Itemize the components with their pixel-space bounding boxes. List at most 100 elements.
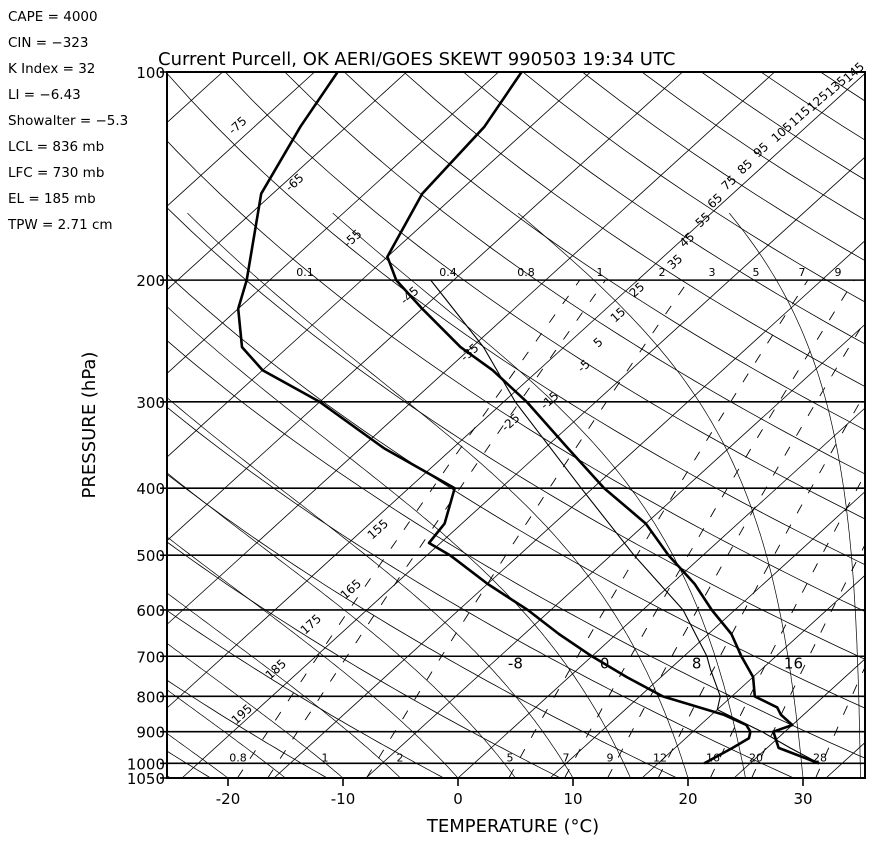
stability-index: Showalter = −5.3 <box>8 113 128 129</box>
mixing-ratio-line <box>657 392 865 778</box>
theta-label: -15 <box>538 389 562 413</box>
isotherm-line <box>167 72 683 542</box>
mixing-ratio-label: 5 <box>507 751 514 764</box>
dry-adiabat-line <box>463 72 865 345</box>
y-tick-label: 500 <box>136 547 165 565</box>
moist-adiabat-line <box>729 212 861 778</box>
mixing-ratio-label: 16 <box>706 751 720 764</box>
moist-adiabat-line <box>167 306 631 778</box>
mixing-ratio-label: 3 <box>709 266 716 279</box>
dry-adiabat-line <box>641 72 865 221</box>
theta-label: 65 <box>705 191 726 212</box>
mixing-ratio-line <box>815 666 865 778</box>
mixing-ratio-label: 28 <box>813 751 827 764</box>
mixing-ratio-label: 1 <box>322 751 329 764</box>
moist-adiabat-line <box>517 212 804 778</box>
mixing-ratio-label: 7 <box>799 266 806 279</box>
y-tick-label: 200 <box>136 272 165 290</box>
axes: -20 -10 0 10 20 30105010009008007006005004003… <box>127 64 813 808</box>
y-tick-label: 1000 <box>127 755 165 773</box>
diagram-grid <box>167 72 865 778</box>
mixing-ratio-line <box>607 320 865 778</box>
mixing-ratio-line <box>267 279 606 778</box>
dry-adiabat-line <box>344 72 865 431</box>
dry-adiabat-line <box>167 406 794 778</box>
isotherm-label: 0 <box>600 654 610 672</box>
theta-label: 155 <box>365 516 391 542</box>
stability-index: TPW = 2.71 cm <box>7 217 113 233</box>
y-tick-label: 900 <box>136 724 165 742</box>
moist-adiabat-line <box>167 592 401 778</box>
isotherm-line <box>457 407 865 778</box>
mixing-ratio-line <box>751 543 865 778</box>
theta-label: 15 <box>608 305 629 326</box>
y-tick-label: 300 <box>136 394 165 412</box>
mixing-ratio-label: 9 <box>835 266 842 279</box>
isotherm-line <box>167 72 315 207</box>
theta-label: 35 <box>665 252 686 273</box>
isotherm-line <box>273 240 865 778</box>
parcel-profile <box>430 279 820 764</box>
isotherm-line <box>733 658 865 778</box>
theta-label: 5 <box>591 335 606 351</box>
mixing-ratio-line <box>564 279 855 778</box>
theta-label: 25 <box>627 280 648 301</box>
mixing-ratio-line <box>709 473 865 778</box>
mixing-ratio-label: 20 <box>749 751 763 764</box>
dry-adiabat-line <box>284 72 865 475</box>
x-tick-label: 20 <box>678 790 697 808</box>
stability-index: LCL = 836 mb <box>8 139 104 155</box>
mixing-ratio-label: 7 <box>563 751 570 764</box>
x-axis-label: TEMPERATURE (°C) <box>426 816 599 837</box>
x-tick-label: -20 <box>216 790 241 808</box>
mixing-ratio-label: 2 <box>397 751 404 764</box>
y-tick-label: 400 <box>136 480 165 498</box>
isotherm-line <box>167 72 407 291</box>
moist-adiabat-line <box>187 212 689 778</box>
theta-label: 185 <box>263 656 289 682</box>
isotherm-label: -8 <box>508 654 523 672</box>
plot-frame <box>166 71 866 779</box>
moist-adiabat-line <box>167 397 574 778</box>
moist-adiabat-line <box>167 642 344 778</box>
mixing-ratio-label: 12 <box>653 751 667 764</box>
x-tick-label: 10 <box>563 790 582 808</box>
stability-index: LFC = 730 mb <box>8 165 104 181</box>
x-tick-label: 0 <box>453 790 463 808</box>
mixing-ratio-line <box>237 279 581 778</box>
mixing-ratio-label: 0.1 <box>296 266 314 279</box>
dry-adiabat-line <box>403 72 865 387</box>
mixing-ratio-label: 5 <box>753 266 760 279</box>
stability-index: CIN = −323 <box>8 35 88 51</box>
isotherm-line <box>167 72 775 625</box>
x-tick-label: 30 <box>793 790 812 808</box>
dry-adiabat-line <box>225 72 865 520</box>
dry-adiabat-line <box>167 610 444 778</box>
dry-adiabat-line <box>167 340 865 759</box>
dry-adiabat-line <box>167 473 678 778</box>
theta-label: 95 <box>751 140 772 161</box>
mixing-ratio-label: 0.8 <box>229 751 247 764</box>
mixing-ratio-line <box>508 279 809 778</box>
stability-index: LI = −6.43 <box>8 87 81 103</box>
theta-label: -25 <box>499 411 523 435</box>
y-tick-label: 800 <box>136 688 165 706</box>
x-tick-label: -10 <box>331 790 356 808</box>
theta-label: -65 <box>283 171 307 195</box>
isotherm-line <box>549 491 865 778</box>
y-tick-label: 700 <box>136 648 165 666</box>
mixing-ratio-label: 9 <box>607 751 614 764</box>
theta-label: -75 <box>226 114 250 138</box>
isotherm-line <box>167 72 499 374</box>
isotherm-label: 8 <box>692 654 702 672</box>
isotherm-line <box>167 72 865 709</box>
sounding-profiles <box>236 72 820 765</box>
dry-adiabat-line <box>167 207 865 660</box>
moist-adiabat-line <box>167 689 286 778</box>
theta-label: 85 <box>735 157 756 178</box>
moist-adiabat-line <box>167 472 516 778</box>
temperature-profile <box>386 72 820 765</box>
y-tick-label: 600 <box>136 602 165 620</box>
dewpoint-profile <box>236 72 752 765</box>
